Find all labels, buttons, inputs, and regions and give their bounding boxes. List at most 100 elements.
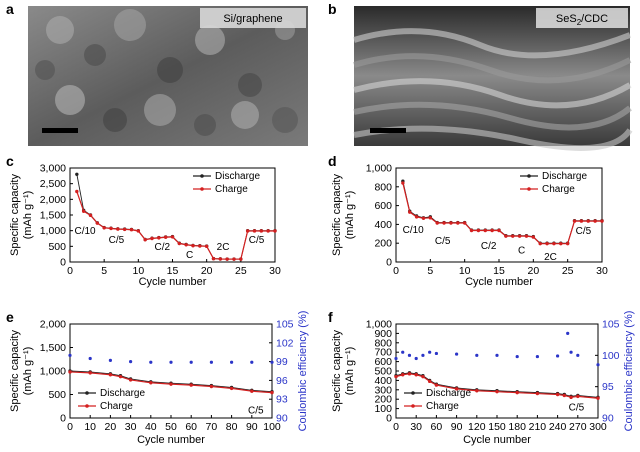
- x-tick-label: 5: [101, 265, 107, 277]
- x-axis-label: Cycle number: [465, 276, 533, 288]
- data-point-coulombic-efficiency: [566, 331, 570, 335]
- data-point-charge: [250, 389, 254, 393]
- y-tick-label: 2,000: [40, 319, 66, 331]
- data-point-charge: [428, 216, 433, 220]
- series-line-discharge: [69, 370, 273, 393]
- x-tick-label: 240: [549, 421, 567, 433]
- rate-annotation: C/5: [249, 235, 265, 246]
- data-point-charge: [401, 181, 405, 185]
- data-point-charge: [102, 226, 106, 230]
- data-point-charge: [169, 382, 173, 386]
- x-tick-label: 0: [67, 265, 73, 277]
- data-point-charge: [239, 257, 243, 261]
- legend-swatch-marker: [527, 187, 531, 191]
- y-tick-label: 300: [374, 384, 392, 396]
- y-tick-label: 800: [374, 337, 392, 349]
- data-point-charge: [600, 219, 604, 223]
- x-axis-label: Cycle number: [137, 434, 205, 446]
- panel-b: b SeS2/CDC: [328, 1, 633, 151]
- data-point-charge: [562, 393, 567, 398]
- data-point-charge: [515, 390, 519, 395]
- x-tick-label: 15: [167, 265, 179, 277]
- y-tick-label: 400: [374, 219, 392, 231]
- data-point-charge: [209, 384, 214, 389]
- data-point-charge: [421, 374, 425, 379]
- data-point-charge: [504, 234, 508, 238]
- data-point-charge: [88, 371, 92, 375]
- y-tick-label: 2,000: [40, 194, 66, 206]
- sem-label-a: Si/graphene: [223, 13, 282, 25]
- data-point-coulombic-efficiency: [230, 360, 234, 364]
- data-point-charge: [149, 381, 153, 385]
- y-tick-label: 1,500: [40, 342, 66, 354]
- data-point-charge: [163, 235, 168, 239]
- data-point-charge: [270, 390, 274, 395]
- sem-label-box-a: [200, 8, 306, 28]
- data-point-charge: [116, 227, 120, 231]
- legend-swatch-marker: [200, 187, 204, 191]
- data-point-charge: [225, 257, 229, 261]
- sem-texture-b: [353, 28, 633, 151]
- y-tick-label: 1,500: [40, 210, 66, 222]
- data-point-coulombic-efficiency: [421, 353, 425, 357]
- data-point-charge: [109, 226, 113, 231]
- x-tick-label: 60: [431, 421, 443, 433]
- scale-bar-b: [370, 128, 406, 133]
- y2-axis-label: Coulombic efficiency (%): [297, 311, 309, 432]
- data-point-charge: [122, 227, 127, 232]
- data-point-coulombic-efficiency: [414, 356, 418, 361]
- chart-f: f0 30 60 90 120 150 180 210 240 270 30001002003004…: [328, 309, 635, 446]
- data-point-charge: [421, 216, 426, 220]
- y-tick-label: 2,500: [40, 178, 66, 190]
- y-tick-label: 700: [374, 347, 392, 359]
- data-point-charge: [572, 219, 577, 223]
- data-point-charge: [469, 228, 474, 233]
- data-point-charge: [150, 236, 154, 241]
- x-tick-label: 80: [226, 421, 238, 433]
- data-point-coulombic-efficiency: [189, 360, 193, 364]
- data-point-charge: [435, 221, 439, 225]
- x-tick-label: 40: [145, 421, 157, 433]
- y-axis-unit: (mAh g⁻¹): [344, 191, 356, 240]
- rate-annotation: C/5: [109, 235, 125, 246]
- data-point-charge: [535, 391, 540, 396]
- charts: c0 5 10 15 20 25 3005001,0001,5002,0002,5003,0…: [6, 153, 635, 446]
- rate-annotation: C/10: [74, 226, 96, 237]
- data-point-charge: [442, 221, 446, 225]
- data-point-charge: [229, 386, 234, 391]
- x-tick-label: 30: [596, 265, 608, 277]
- legend-entry: Charge: [542, 184, 575, 195]
- data-point-charge: [490, 228, 494, 233]
- y-tick-label: 500: [48, 241, 66, 253]
- y-axis-label: Specific capacity: [331, 174, 343, 256]
- y2-tick-label: 95: [602, 381, 614, 393]
- y2-axis-label: Coulombic efficiency (%): [623, 311, 635, 432]
- y2-tick-label: 105: [602, 319, 620, 331]
- data-point-coulombic-efficiency: [434, 351, 438, 356]
- scale-bar-a: [42, 128, 78, 133]
- y2-tick-label: 90: [276, 413, 288, 425]
- data-point-charge: [68, 370, 72, 374]
- data-point-coulombic-efficiency: [495, 353, 499, 357]
- y-tick-label: 3,000: [40, 163, 66, 175]
- x-tick-label: 50: [165, 421, 177, 433]
- data-point-discharge: [75, 172, 79, 176]
- data-point-charge: [483, 228, 487, 233]
- data-point-charge: [170, 235, 175, 239]
- data-point-coulombic-efficiency: [394, 356, 398, 361]
- legend-entry: Charge: [426, 401, 459, 412]
- y-tick-label: 1,000: [366, 163, 392, 175]
- x-tick-label: 210: [529, 421, 547, 433]
- data-point-coulombic-efficiency: [455, 352, 459, 356]
- data-point-charge: [559, 241, 563, 246]
- y2-tick-label: 99: [276, 356, 288, 368]
- y-tick-label: 100: [374, 403, 392, 415]
- plot-frame: [395, 167, 603, 263]
- x-tick-label: 270: [569, 421, 587, 433]
- y2-tick-label: 93: [276, 394, 288, 406]
- x-tick-label: 10: [459, 265, 471, 277]
- x-tick-label: 90: [451, 421, 463, 433]
- x-tick-label: 60: [185, 421, 197, 433]
- data-point-charge: [511, 234, 515, 238]
- data-point-charge: [232, 257, 236, 261]
